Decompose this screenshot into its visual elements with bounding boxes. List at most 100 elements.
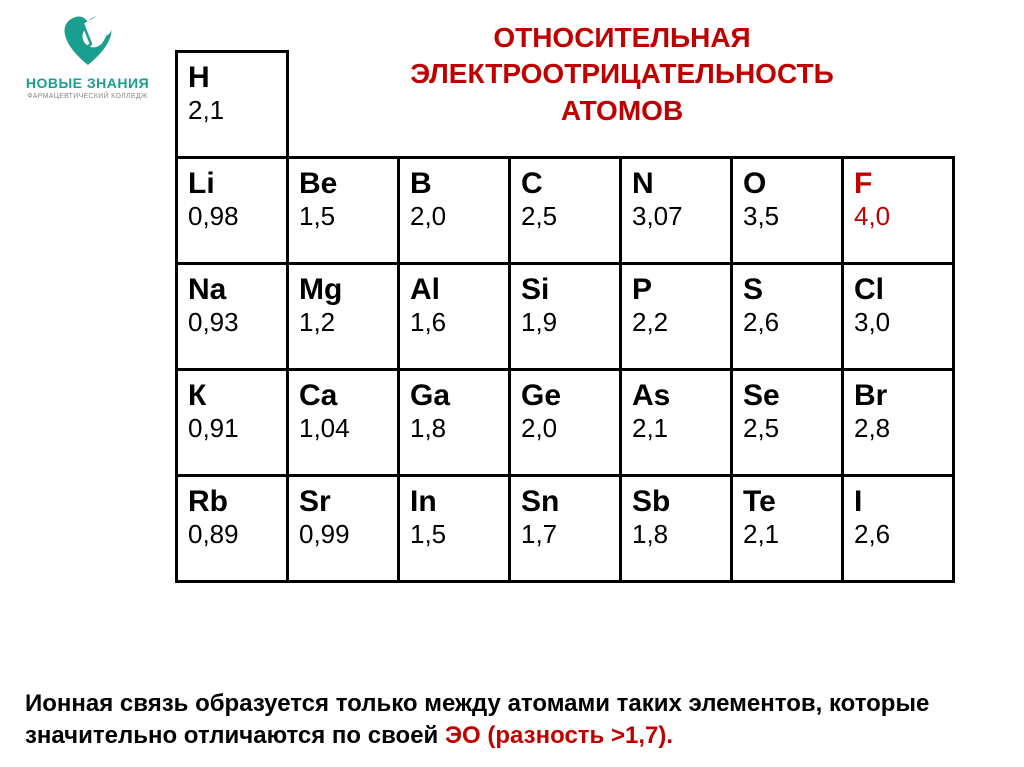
logo-subtitle: ФАРМАЦЕВТИЧЕСКИЙ КОЛЛЕДЖ bbox=[20, 93, 155, 100]
element-value: 1,8 bbox=[410, 414, 498, 443]
element-symbol: Sb bbox=[632, 485, 720, 518]
table-cell: Se2,5 bbox=[732, 370, 843, 476]
element-symbol: Se bbox=[743, 379, 831, 412]
table-cell: Si1,9 bbox=[510, 264, 621, 370]
element-value: 2,1 bbox=[632, 414, 720, 443]
table-cell: Ga1,8 bbox=[399, 370, 510, 476]
element-value: 2,1 bbox=[743, 520, 831, 549]
table-cell: Al1,6 bbox=[399, 264, 510, 370]
element-symbol: Si bbox=[521, 273, 609, 306]
element-symbol: Sn bbox=[521, 485, 609, 518]
table-cell: Ca1,04 bbox=[288, 370, 399, 476]
element-value: 3,0 bbox=[854, 308, 942, 337]
element-symbol: H bbox=[188, 61, 276, 94]
table-cell: Ge2,0 bbox=[510, 370, 621, 476]
element-value: 2,0 bbox=[410, 202, 498, 231]
title-line-1: ОТНОСИТЕЛЬНАЯ bbox=[493, 22, 750, 53]
table-cell: Cl3,0 bbox=[843, 264, 954, 370]
element-symbol: Mg bbox=[299, 273, 387, 306]
table-cell: Sr0,99 bbox=[288, 476, 399, 582]
element-value: 1,7 bbox=[521, 520, 609, 549]
heart-icon bbox=[53, 10, 123, 70]
element-value: 1,2 bbox=[299, 308, 387, 337]
element-symbol: Na bbox=[188, 273, 276, 306]
element-value: 2,5 bbox=[743, 414, 831, 443]
table-cell: H2,1 bbox=[177, 52, 288, 158]
element-symbol: Al bbox=[410, 273, 498, 306]
table-cell: К0,91 bbox=[177, 370, 288, 476]
table-cell bbox=[843, 52, 954, 158]
element-symbol: P bbox=[632, 273, 720, 306]
element-symbol: Be bbox=[299, 167, 387, 200]
table-cell: Rb0,89 bbox=[177, 476, 288, 582]
element-value: 0,91 bbox=[188, 414, 276, 443]
element-value: 1,5 bbox=[410, 520, 498, 549]
element-value: 1,6 bbox=[410, 308, 498, 337]
element-symbol: I bbox=[854, 485, 942, 518]
table-cell: P2,2 bbox=[621, 264, 732, 370]
logo: НОВЫЕ ЗНАНИЯ ФАРМАЦЕВТИЧЕСКИЙ КОЛЛЕДЖ bbox=[20, 10, 155, 100]
element-value: 0,89 bbox=[188, 520, 276, 549]
element-value: 3,07 bbox=[632, 202, 720, 231]
table-cell bbox=[621, 52, 732, 158]
table-cell: I2,6 bbox=[843, 476, 954, 582]
element-value: 2,0 bbox=[521, 414, 609, 443]
table-cell: Br2,8 bbox=[843, 370, 954, 476]
element-symbol: Sr bbox=[299, 485, 387, 518]
element-symbol: Ca bbox=[299, 379, 387, 412]
element-symbol: Ga bbox=[410, 379, 498, 412]
element-symbol: К bbox=[188, 379, 276, 412]
element-value: 1,5 bbox=[299, 202, 387, 231]
table-cell: As2,1 bbox=[621, 370, 732, 476]
element-value: 2,5 bbox=[521, 202, 609, 231]
element-value: 2,6 bbox=[854, 520, 942, 549]
element-value: 1,04 bbox=[299, 414, 387, 443]
element-symbol: Br bbox=[854, 379, 942, 412]
element-value: 0,93 bbox=[188, 308, 276, 337]
table-cell: Sn1,7 bbox=[510, 476, 621, 582]
element-symbol: Li bbox=[188, 167, 276, 200]
element-symbol: In bbox=[410, 485, 498, 518]
table-cell: C2,5 bbox=[510, 158, 621, 264]
electronegativity-table: H2,1Li0,98Be1,5B2,0C2,5N3,07O3,5F4,0Na0,… bbox=[175, 50, 955, 583]
element-symbol: C bbox=[521, 167, 609, 200]
table-cell: O3,5 bbox=[732, 158, 843, 264]
element-value: 1,9 bbox=[521, 308, 609, 337]
element-symbol: N bbox=[632, 167, 720, 200]
table-cell: Li0,98 bbox=[177, 158, 288, 264]
table-cell: Mg1,2 bbox=[288, 264, 399, 370]
footer-note: Ионная связь образуется только между ато… bbox=[25, 688, 994, 753]
element-value: 2,1 bbox=[188, 96, 276, 125]
element-symbol: As bbox=[632, 379, 720, 412]
table-cell: Be1,5 bbox=[288, 158, 399, 264]
element-symbol: Te bbox=[743, 485, 831, 518]
element-symbol: Cl bbox=[854, 273, 942, 306]
table-cell: B2,0 bbox=[399, 158, 510, 264]
logo-title: НОВЫЕ ЗНАНИЯ bbox=[20, 75, 155, 91]
element-symbol: F bbox=[854, 167, 942, 200]
table-cell: In1,5 bbox=[399, 476, 510, 582]
table-cell: Te2,1 bbox=[732, 476, 843, 582]
element-value: 4,0 bbox=[854, 202, 942, 231]
table-cell: F4,0 bbox=[843, 158, 954, 264]
element-value: 2,6 bbox=[743, 308, 831, 337]
table-cell: N3,07 bbox=[621, 158, 732, 264]
table-cell: Na0,93 bbox=[177, 264, 288, 370]
element-value: 2,2 bbox=[632, 308, 720, 337]
footer-emphasis: ЭО (разность >1,7). bbox=[445, 722, 673, 749]
table-cell bbox=[399, 52, 510, 158]
table-cell bbox=[288, 52, 399, 158]
element-value: 0,98 bbox=[188, 202, 276, 231]
element-symbol: Ge bbox=[521, 379, 609, 412]
element-value: 1,8 bbox=[632, 520, 720, 549]
table-cell: Sb1,8 bbox=[621, 476, 732, 582]
element-symbol: Rb bbox=[188, 485, 276, 518]
table-cell bbox=[732, 52, 843, 158]
element-symbol: S bbox=[743, 273, 831, 306]
element-symbol: B bbox=[410, 167, 498, 200]
element-value: 0,99 bbox=[299, 520, 387, 549]
element-symbol: O bbox=[743, 167, 831, 200]
table-cell: S2,6 bbox=[732, 264, 843, 370]
table-cell bbox=[510, 52, 621, 158]
element-value: 3,5 bbox=[743, 202, 831, 231]
